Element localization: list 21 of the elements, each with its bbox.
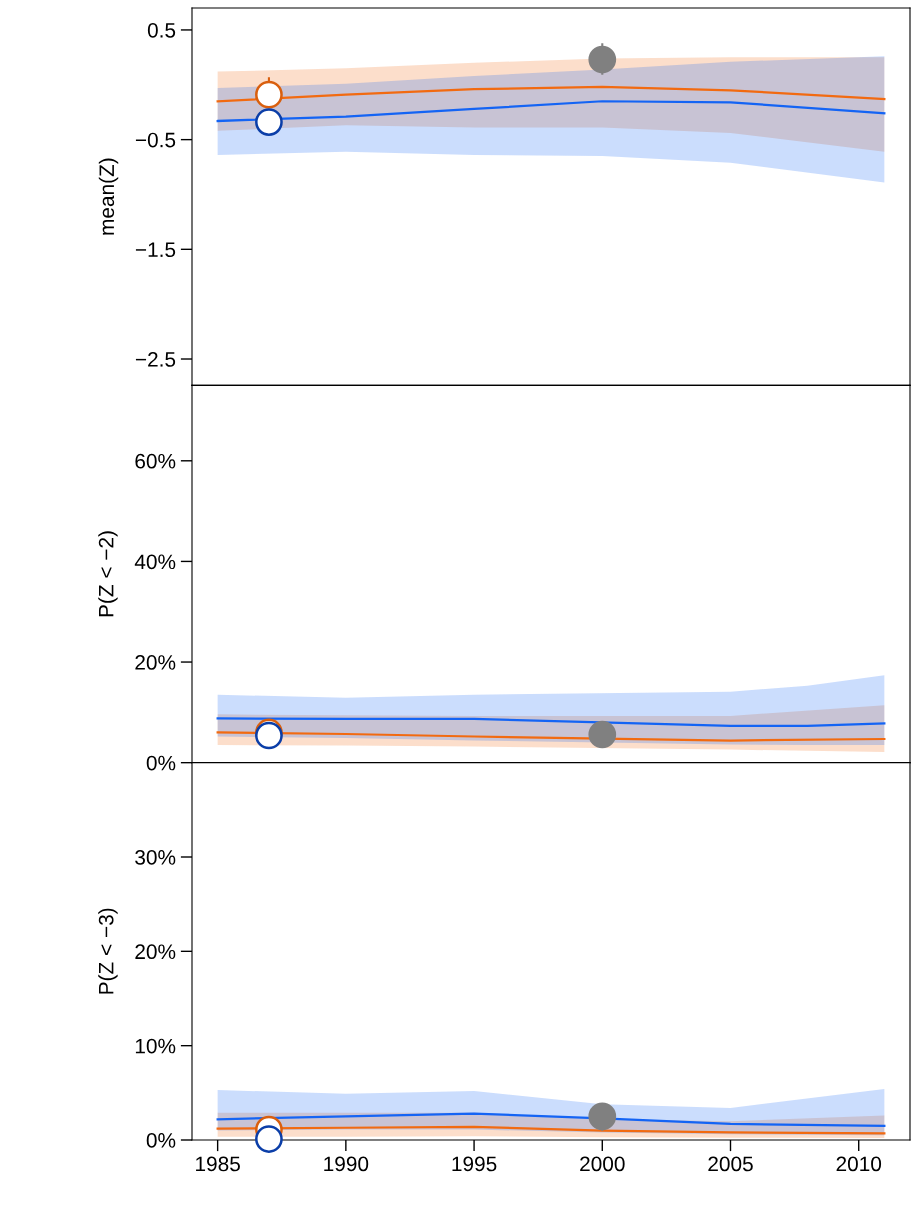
y-tick-label: −2.5 <box>135 352 176 367</box>
y-axis-title: P(Z < −2) <box>98 531 118 617</box>
y-tick-label: 20% <box>135 944 176 960</box>
y-tick-label: 0.5 <box>147 22 176 38</box>
y-tick-label: −0.5 <box>135 132 176 148</box>
y-tick-label: 30% <box>135 850 176 865</box>
y-axis-title: P(Z < −3) <box>98 908 118 994</box>
y-tick-label: −1.5 <box>135 242 176 258</box>
y-tick-label: 0% <box>146 755 176 771</box>
x-tick-label: 2010 <box>836 1156 882 1172</box>
x-tick-label: 2005 <box>708 1156 753 1172</box>
y-tick-label: 10% <box>135 1038 176 1054</box>
y-tick-label: 60% <box>135 453 176 469</box>
x-tick-label: 1990 <box>324 1156 369 1172</box>
y-tick-label: 40% <box>134 554 176 570</box>
y-axis-title: mean(Z) <box>98 158 119 235</box>
x-tick-label: 1995 <box>452 1156 497 1172</box>
y-tick-label: 0% <box>146 1133 176 1148</box>
x-tick-label: 2000 <box>580 1156 625 1172</box>
y-tick-label: 20% <box>135 655 176 670</box>
x-tick-label: 1985 <box>196 1156 240 1172</box>
